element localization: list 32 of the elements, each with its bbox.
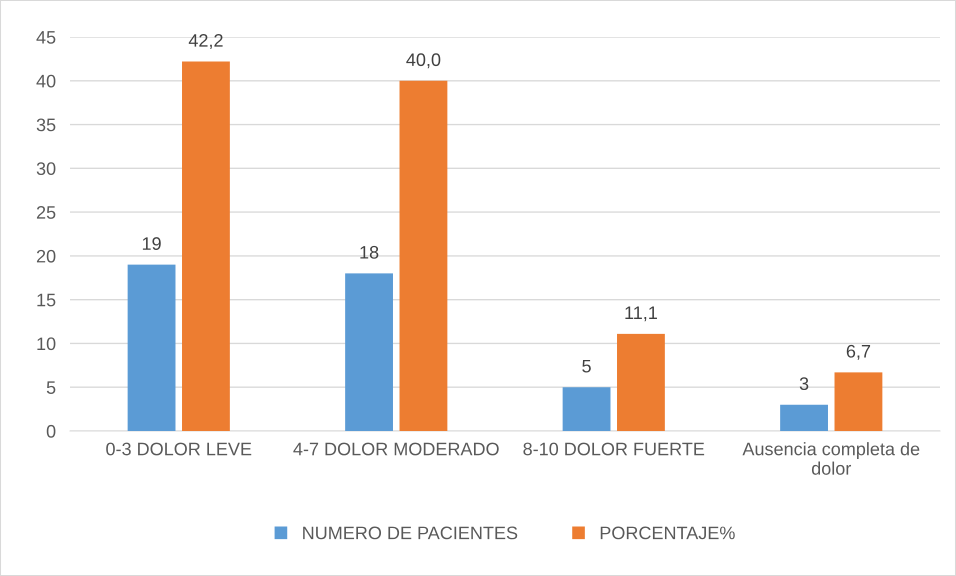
- y-tick-label: 10: [37, 337, 56, 350]
- data-label: 40,0: [406, 53, 440, 68]
- x-tick-label: Ausencia completa de dolor: [742, 442, 920, 475]
- x-tick-label: 4-7 DOLOR MODERADO: [293, 442, 499, 456]
- y-tick-label: 15: [37, 294, 56, 306]
- data-label: 42,2: [188, 34, 223, 49]
- y-tick-label: 20: [36, 250, 56, 263]
- data-label: 18: [360, 246, 378, 259]
- bar: [400, 80, 448, 431]
- bar: [128, 264, 176, 431]
- y-tick-label: 30: [36, 162, 56, 176]
- bar: [780, 404, 828, 431]
- bar: [562, 387, 610, 431]
- data-label: 19: [142, 237, 161, 250]
- bar: [345, 273, 393, 431]
- y-tick-label: 0: [46, 424, 56, 438]
- y-tick-label: 40: [36, 74, 56, 88]
- y-tick-label: 25: [36, 206, 56, 219]
- y-tick-label: 5: [46, 381, 56, 394]
- data-label: 3: [800, 377, 808, 390]
- data-label: 11,1: [625, 306, 657, 322]
- bar: [182, 62, 230, 431]
- bar: [834, 372, 882, 431]
- legend-label: PORCENTAJE%: [600, 526, 735, 540]
- data-label: 5: [582, 360, 591, 373]
- legend-label: NUMERO DE PACIENTES: [303, 526, 518, 540]
- y-tick-label: 35: [36, 118, 56, 132]
- y-tick-label: 45: [36, 31, 56, 44]
- x-tick-label: 0-3 DOLOR LEVE: [106, 442, 252, 456]
- bar: [617, 334, 665, 431]
- x-tick-label: 8-10 DOLOR FUERTE: [523, 442, 704, 456]
- data-label: 6,7: [846, 344, 870, 360]
